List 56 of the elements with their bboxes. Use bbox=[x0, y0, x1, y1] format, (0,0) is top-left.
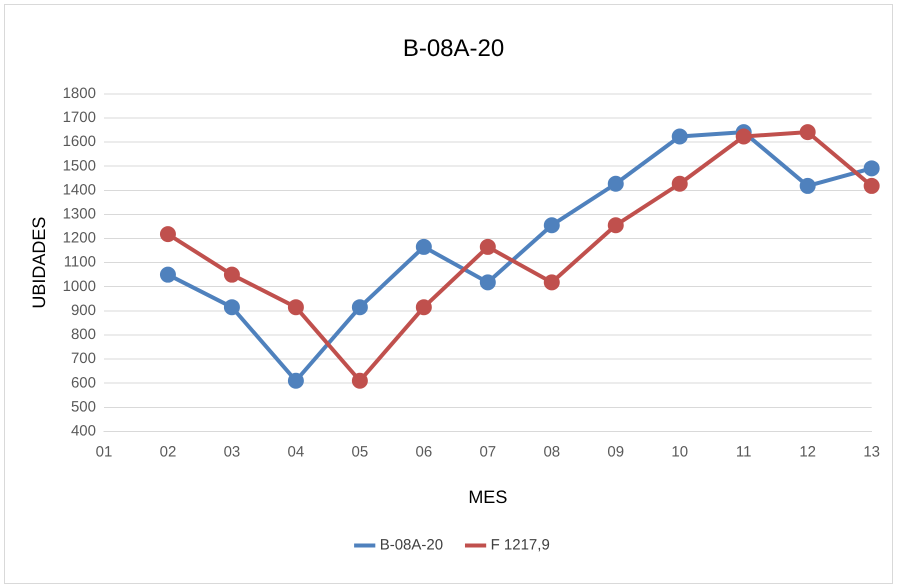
legend-label: B-08A-20 bbox=[380, 536, 444, 554]
point bbox=[480, 274, 496, 290]
point bbox=[288, 299, 304, 316]
point bbox=[416, 299, 432, 316]
point bbox=[352, 372, 368, 389]
y-tick-label: 1200 bbox=[62, 230, 96, 247]
x-tick-label: 02 bbox=[160, 444, 176, 461]
x-tick-label: 07 bbox=[479, 444, 496, 461]
x-tick-label: 01 bbox=[96, 444, 112, 461]
point bbox=[608, 176, 624, 192]
x-tick-label: 10 bbox=[671, 444, 688, 461]
point bbox=[160, 226, 176, 242]
chart-title: B-08A-20 bbox=[402, 35, 504, 62]
y-tick-label: 1700 bbox=[62, 109, 96, 126]
x-tick-label: 04 bbox=[288, 444, 304, 461]
point bbox=[800, 178, 816, 194]
y-tick-label: 1000 bbox=[62, 278, 96, 295]
point bbox=[288, 372, 304, 389]
point bbox=[480, 238, 496, 255]
point bbox=[544, 217, 560, 234]
x-tick-label: 03 bbox=[224, 444, 240, 461]
x-tick-label: 11 bbox=[736, 444, 752, 461]
point bbox=[224, 299, 240, 316]
y-tick-label: 400 bbox=[70, 422, 96, 440]
y-tick-label: 800 bbox=[70, 326, 96, 344]
y-tick-label: 700 bbox=[70, 350, 96, 368]
point bbox=[864, 178, 880, 194]
y-tick-label: 1100 bbox=[64, 254, 96, 271]
y-tick-label: 1500 bbox=[62, 157, 96, 174]
y-tick-label: 900 bbox=[70, 302, 96, 319]
point bbox=[800, 124, 816, 140]
point bbox=[608, 217, 624, 234]
x-tick-label: 06 bbox=[415, 444, 432, 461]
x-tick-label: 05 bbox=[352, 444, 368, 461]
x-tick-label: 12 bbox=[799, 444, 816, 461]
point bbox=[864, 160, 880, 176]
y-tick-label: 1300 bbox=[62, 206, 96, 223]
x-tick-label: 08 bbox=[543, 444, 560, 461]
y-tick-label: 600 bbox=[70, 374, 96, 392]
point bbox=[544, 274, 560, 290]
point bbox=[672, 128, 688, 144]
point bbox=[160, 266, 176, 283]
y-tick-label: 1600 bbox=[62, 133, 96, 150]
point bbox=[352, 299, 368, 316]
point bbox=[672, 176, 688, 192]
point bbox=[416, 238, 432, 255]
point bbox=[736, 128, 752, 144]
y-axis-title: UBIDADES bbox=[28, 216, 49, 309]
x-axis-title: MES bbox=[468, 487, 508, 508]
x-tick-label: 13 bbox=[863, 444, 880, 461]
legend-label: F 1217,9 bbox=[490, 536, 550, 554]
y-tick-label: 1400 bbox=[62, 181, 96, 198]
y-tick-label: 500 bbox=[70, 398, 96, 416]
y-tick-label: 1800 bbox=[62, 84, 96, 102]
point bbox=[224, 266, 240, 283]
x-tick-label: 09 bbox=[607, 444, 624, 461]
